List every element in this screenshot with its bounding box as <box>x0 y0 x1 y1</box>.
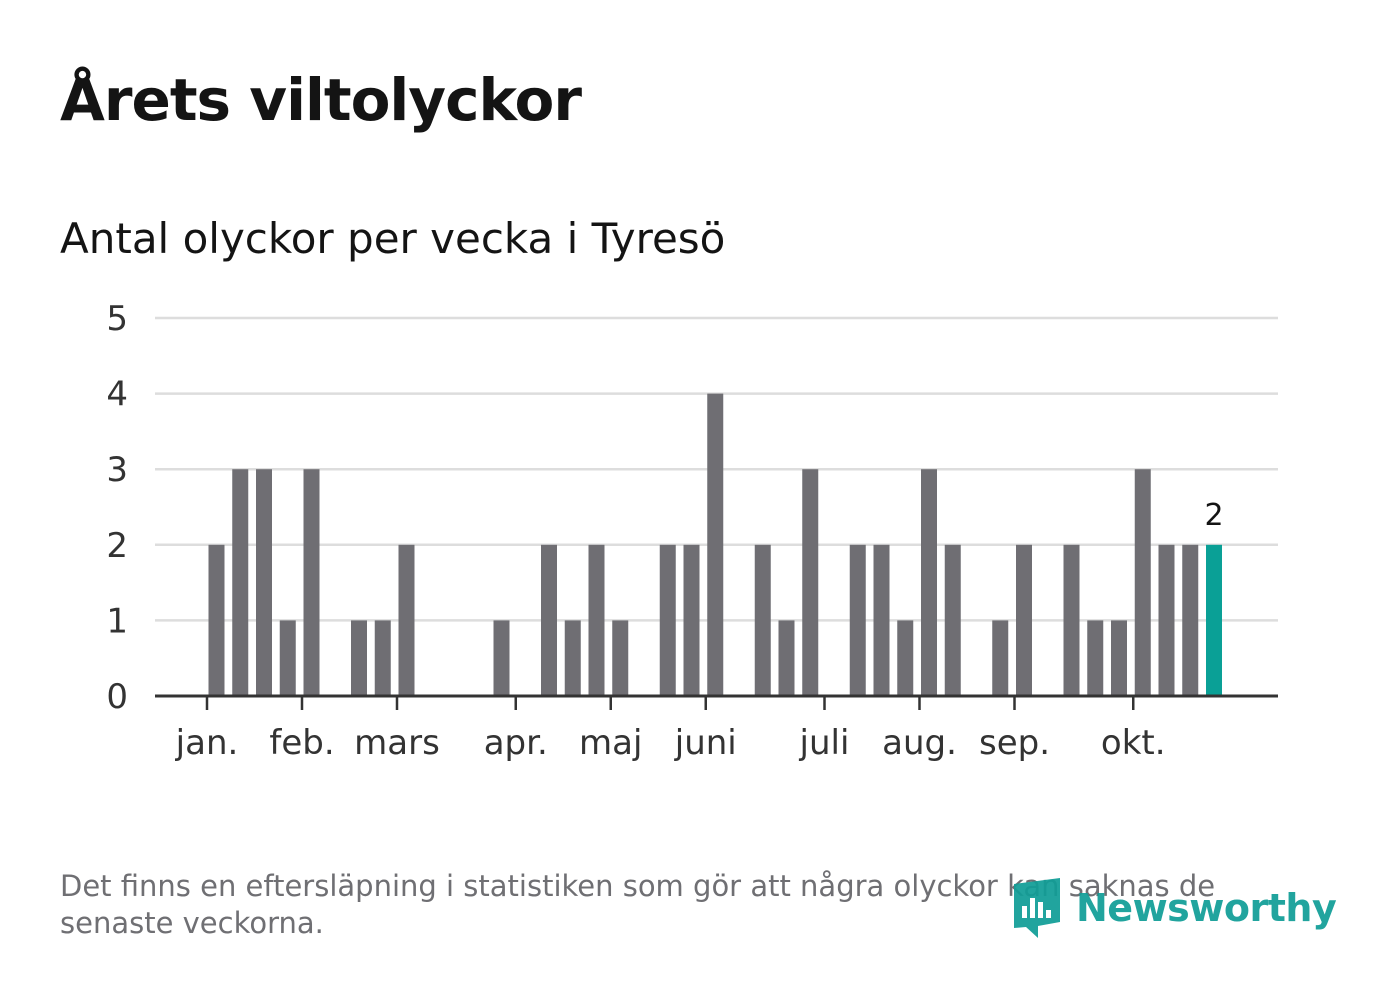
bar <box>256 469 272 696</box>
x-axis-ticks: jan. feb. mars apr. maj juni juli aug. sep. okt. <box>175 696 1166 763</box>
y-tick-label: 0 <box>106 677 128 717</box>
bar <box>849 544 866 696</box>
bars <box>208 393 1222 696</box>
bar <box>564 620 581 696</box>
bar <box>873 544 890 696</box>
x-tick-label: maj <box>579 723 642 763</box>
bar <box>541 544 557 696</box>
x-tick-label: juli <box>799 723 850 763</box>
bar <box>1063 544 1080 696</box>
y-tick-label: 3 <box>106 450 128 490</box>
bar <box>944 544 961 696</box>
bar <box>754 544 771 696</box>
y-tick-label: 5 <box>106 299 128 339</box>
y-tick-label: 2 <box>106 526 128 566</box>
chart-title: Årets viltolyckor <box>60 66 582 134</box>
x-tick-label: mars <box>354 723 440 763</box>
data-labels: 2 <box>1204 498 1223 533</box>
x-tick-label: jan. <box>175 723 239 763</box>
bar <box>683 544 700 696</box>
y-tick-label: 4 <box>106 375 128 415</box>
bar <box>208 544 225 696</box>
bar <box>992 620 1009 696</box>
bar <box>897 620 914 696</box>
chart-subtitle: Antal olyckor per vecka i Tyresö <box>60 214 726 263</box>
bar <box>493 620 510 696</box>
newsworthy-logo: Newsworthy <box>1012 876 1337 940</box>
bar <box>1087 620 1104 696</box>
brand-name: Newsworthy <box>1076 886 1337 930</box>
bar <box>374 620 391 696</box>
x-tick-label: juni <box>674 723 737 763</box>
bar <box>1134 469 1151 696</box>
bar <box>398 544 415 696</box>
data-label-current-week: 2 <box>1204 498 1223 533</box>
bar <box>588 544 605 696</box>
x-tick-label: aug. <box>882 723 957 763</box>
bar <box>303 469 320 696</box>
x-tick-label: feb. <box>269 723 334 763</box>
y-axis-ticks: 0 1 2 3 4 5 <box>106 299 128 717</box>
bar <box>778 620 795 696</box>
bar-chart: 0 1 2 3 4 5 jan. feb. mars apr. maj juni juli aug. se… <box>106 299 1278 763</box>
x-tick-label: sep. <box>979 723 1050 763</box>
x-tick-label: apr. <box>484 723 548 763</box>
bar-current-week <box>1206 544 1222 696</box>
bar <box>232 469 249 696</box>
bar <box>659 544 676 696</box>
bar <box>1111 620 1127 696</box>
newsworthy-icon <box>1014 878 1060 938</box>
bar <box>921 469 937 696</box>
bar <box>279 620 296 696</box>
bar <box>1182 544 1199 696</box>
bar <box>802 469 819 696</box>
bar <box>612 620 629 696</box>
bar <box>1016 544 1032 696</box>
x-tick-label: okt. <box>1101 723 1166 763</box>
bar <box>1158 544 1175 696</box>
bar <box>351 620 367 696</box>
bar <box>707 393 724 696</box>
y-tick-label: 1 <box>106 601 128 641</box>
